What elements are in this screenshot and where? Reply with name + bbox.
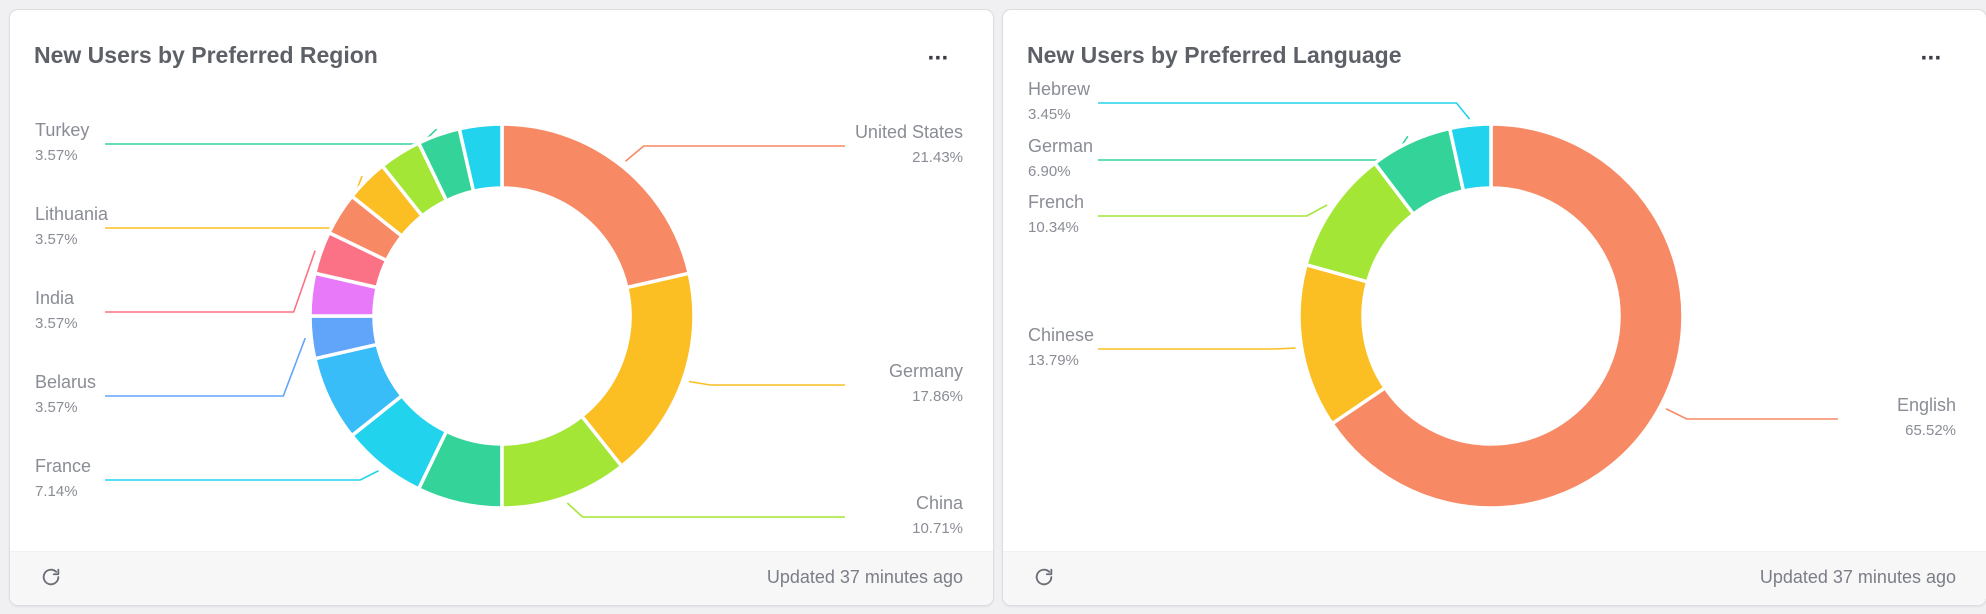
slice-label-united-states: United States <box>855 122 963 142</box>
leader-line-english <box>1665 408 1838 420</box>
slice-percent-belarus: 3.57% <box>35 399 78 416</box>
language-donut-chart: English 65.52% Chinese 13.79% French 10.34% Ge… <box>1028 79 1956 510</box>
card-title: New Users by Preferred Region <box>34 42 378 68</box>
more-menu-button[interactable]: ··· <box>1920 45 1943 72</box>
updated-timestamp: Updated 37 minutes ago <box>1759 567 1956 587</box>
slice-label-lithuania: Lithuania <box>35 204 109 224</box>
slice-percent-united-states: 21.43% <box>912 149 963 166</box>
refresh-icon[interactable] <box>40 566 62 588</box>
leader-line-hebrew <box>1098 102 1471 120</box>
slice-percent-french: 10.34% <box>1028 219 1079 236</box>
leader-line-germany <box>688 380 845 386</box>
leader-line-french <box>1098 204 1328 217</box>
slice-label-belarus: Belarus <box>35 372 96 392</box>
slice-percent-german: 6.90% <box>1028 163 1071 180</box>
slice-percent-chinese: 13.79% <box>1028 352 1079 369</box>
card-footer: Updated 37 minutes ago <box>10 551 993 605</box>
slice-percent-germany: 17.86% <box>912 388 963 405</box>
leader-line-lithuania <box>105 175 363 229</box>
donut-slice-united-states[interactable] <box>500 122 691 290</box>
leader-line-german <box>1098 135 1409 161</box>
leader-line-chinese <box>1098 347 1296 350</box>
slice-label-china: China <box>916 493 964 513</box>
more-menu-button[interactable]: ··· <box>927 45 950 72</box>
leader-line-china <box>566 502 845 518</box>
leader-line-france <box>105 470 379 481</box>
slice-percent-hebrew: 3.45% <box>1028 106 1071 123</box>
updated-timestamp: Updated 37 minutes ago <box>766 567 963 587</box>
donut-slice-english[interactable] <box>1330 122 1685 510</box>
slice-label-hebrew: Hebrew <box>1028 79 1091 99</box>
slice-label-turkey: Turkey <box>35 120 89 140</box>
card-footer: Updated 37 minutes ago <box>1003 551 1986 605</box>
slice-percent-english: 65.52% <box>1905 422 1956 439</box>
region-donut-chart: United States 21.43% Germany 17.86% China 10.… <box>35 120 964 537</box>
slice-percent-india: 3.57% <box>35 315 78 332</box>
slice-label-german: German <box>1028 136 1093 156</box>
slice-percent-france: 7.14% <box>35 483 78 500</box>
slice-percent-lithuania: 3.57% <box>35 231 78 248</box>
slice-label-france: France <box>35 456 91 476</box>
card-title: New Users by Preferred Language <box>1027 42 1402 68</box>
slice-percent-turkey: 3.57% <box>35 147 78 164</box>
leader-line-belarus <box>105 337 306 397</box>
language-chart-card: New Users by Preferred Language ··· Engl… <box>1002 9 1986 606</box>
slice-label-chinese: Chinese <box>1028 325 1094 345</box>
donut-slice-unlabeled-13[interactable] <box>457 122 504 193</box>
slice-label-english: English <box>1897 395 1956 415</box>
refresh-icon[interactable] <box>1033 566 1055 588</box>
leader-line-united-states <box>624 145 845 162</box>
donut-slice-hebrew[interactable] <box>1447 122 1493 193</box>
slice-label-germany: Germany <box>889 361 963 381</box>
slice-percent-china: 10.71% <box>912 520 963 537</box>
leader-line-turkey <box>105 128 438 145</box>
leader-line-india <box>105 250 316 313</box>
slice-label-french: French <box>1028 192 1084 212</box>
region-chart-card: New Users by Preferred Region ··· United… <box>9 9 994 606</box>
slice-label-india: India <box>35 288 75 308</box>
